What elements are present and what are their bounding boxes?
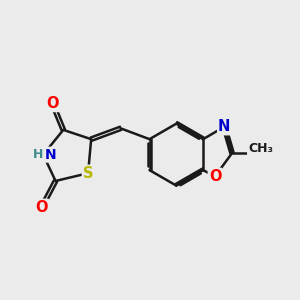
Text: O: O <box>46 96 59 111</box>
Text: N: N <box>218 119 230 134</box>
Text: CH₃: CH₃ <box>248 142 273 155</box>
Text: N: N <box>45 148 56 162</box>
Text: H: H <box>33 148 43 161</box>
Text: S: S <box>83 166 93 181</box>
Text: O: O <box>209 169 221 184</box>
Text: O: O <box>35 200 48 215</box>
